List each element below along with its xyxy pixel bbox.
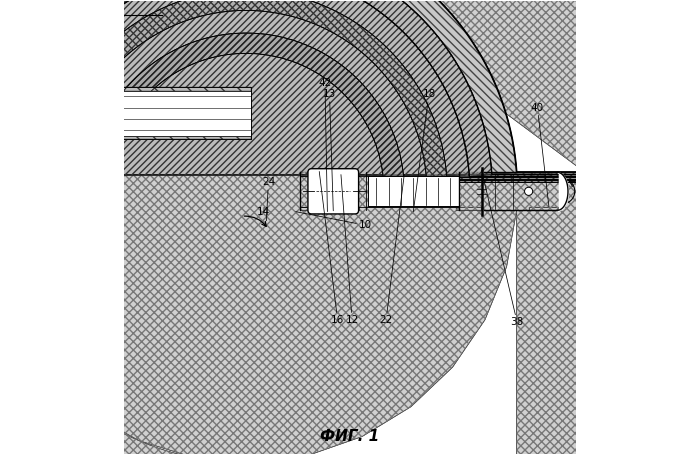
Text: 42: 42 <box>318 78 332 212</box>
Polygon shape <box>426 177 585 179</box>
Text: 34: 34 <box>0 454 1 455</box>
Polygon shape <box>300 172 359 176</box>
Bar <box>368 177 458 206</box>
Polygon shape <box>384 180 585 182</box>
FancyBboxPatch shape <box>308 169 358 214</box>
Polygon shape <box>0 136 251 139</box>
Text: 24: 24 <box>262 177 275 221</box>
Polygon shape <box>0 87 251 91</box>
Text: 28: 28 <box>0 454 1 455</box>
Text: 38: 38 <box>482 170 524 328</box>
Polygon shape <box>469 174 585 176</box>
Text: 30: 30 <box>0 454 1 455</box>
Text: 40: 40 <box>531 103 549 207</box>
Polygon shape <box>492 172 585 174</box>
Text: 32: 32 <box>0 454 1 455</box>
Polygon shape <box>368 176 458 177</box>
Polygon shape <box>0 0 241 174</box>
Text: 26: 26 <box>0 454 1 455</box>
Text: ФИГ. 1: ФИГ. 1 <box>321 429 379 444</box>
Polygon shape <box>46 0 447 179</box>
Polygon shape <box>88 0 108 191</box>
Polygon shape <box>528 172 558 176</box>
Polygon shape <box>368 206 458 207</box>
Bar <box>0 91 251 136</box>
Polygon shape <box>246 0 585 174</box>
Polygon shape <box>528 207 558 210</box>
Text: 16: 16 <box>319 172 344 325</box>
Text: 10: 10 <box>295 212 372 230</box>
Text: 12: 12 <box>341 175 358 325</box>
Polygon shape <box>0 0 492 176</box>
Text: 36: 36 <box>0 454 1 455</box>
Text: 14: 14 <box>258 207 270 217</box>
Polygon shape <box>456 172 481 176</box>
Polygon shape <box>0 172 246 455</box>
Polygon shape <box>456 207 481 210</box>
Polygon shape <box>0 0 585 455</box>
Polygon shape <box>88 33 404 182</box>
Polygon shape <box>0 0 22 191</box>
Polygon shape <box>0 0 517 174</box>
Text: 22: 22 <box>379 174 405 325</box>
Text: 13: 13 <box>323 89 336 211</box>
Text: 18: 18 <box>413 89 435 212</box>
Polygon shape <box>300 207 359 210</box>
Circle shape <box>524 187 533 195</box>
Polygon shape <box>45 0 65 191</box>
